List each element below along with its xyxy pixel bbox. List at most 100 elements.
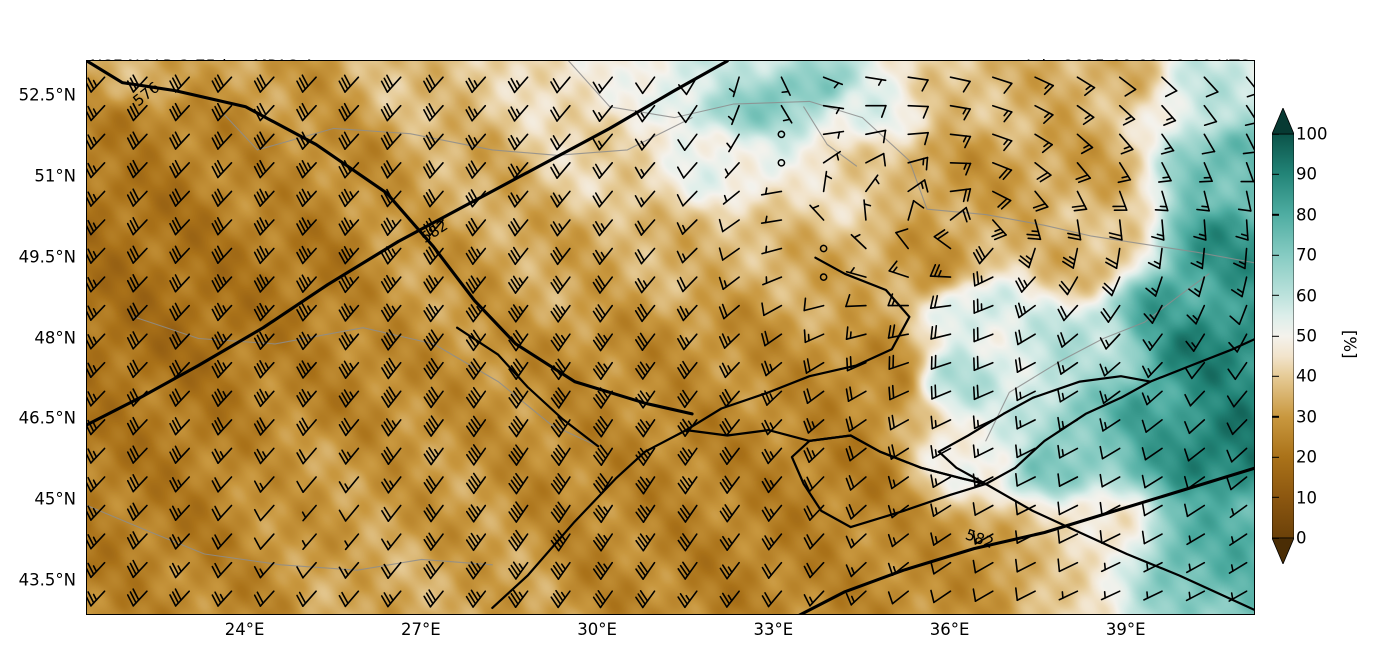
wind-barb (887, 293, 910, 307)
wind-barb (718, 247, 740, 261)
colorbar-tick-mark (1272, 214, 1279, 216)
wind-barb (845, 475, 867, 491)
wind-barb (550, 219, 571, 237)
wind-barb (761, 590, 783, 608)
wind-barb (1034, 133, 1054, 154)
wind-barb (1160, 133, 1175, 155)
wind-barb (380, 274, 402, 294)
wind-barb (87, 276, 106, 293)
wind-barb (301, 504, 317, 522)
wind-barb (87, 76, 106, 93)
wind-barb (381, 418, 402, 437)
wind-barb (592, 361, 614, 380)
wind-barb (211, 590, 233, 607)
latitude-tick-label: 52.5°N (18, 85, 76, 105)
wind-barb (508, 329, 529, 352)
colorbar-tick-label: 30 (1272, 407, 1317, 426)
wind-barb (722, 190, 740, 205)
wind-barb (634, 104, 656, 123)
wind-barb (803, 533, 825, 550)
wind-barb (1185, 590, 1206, 602)
longitude-tick-label: 24°E (224, 620, 265, 639)
wind-barb (803, 418, 825, 434)
wind-barb (845, 293, 867, 308)
wind-barb (253, 331, 275, 350)
latitude-tick-label: 46.5°N (18, 408, 76, 428)
colorbar-tick-mark (1272, 375, 1279, 378)
wind-barb (1203, 104, 1218, 127)
wind-barb (507, 104, 529, 122)
wind-barb (87, 561, 106, 579)
wind-barb (593, 473, 614, 495)
wind-barb (635, 419, 656, 438)
wind-barb (1108, 219, 1123, 241)
wind-barb (1099, 418, 1121, 432)
longitude-tick-label: 27°E (400, 620, 441, 639)
wind-barb (1141, 361, 1163, 379)
wind-barb (508, 304, 529, 323)
wind-barb (253, 245, 275, 265)
wind-barb (865, 174, 880, 193)
wind-barb (338, 217, 360, 236)
wind-barb (423, 74, 444, 93)
wind-barb (1099, 473, 1121, 488)
wind-barb (1141, 419, 1163, 433)
wind-barb (169, 533, 190, 550)
wind-barb (465, 246, 487, 265)
wind-barb (719, 590, 740, 608)
wind-barb (296, 160, 317, 179)
latitude-tick-label: 45°N (34, 489, 76, 509)
wind-barb (296, 447, 317, 465)
wind-barb (724, 162, 740, 179)
wind-barb (381, 357, 402, 380)
wind-barb (126, 102, 148, 122)
wind-barb (126, 274, 148, 293)
wind-barb (1099, 501, 1121, 516)
wind-barb (1229, 504, 1248, 519)
wind-barb (465, 160, 487, 179)
wind-barb (423, 589, 444, 608)
wind-barb (1226, 476, 1248, 491)
wind-barb (550, 304, 571, 323)
wind-barb (1071, 190, 1088, 212)
wind-barb (1143, 304, 1163, 324)
wind-barb (338, 188, 360, 208)
wind-barb (465, 304, 487, 323)
wind-barb (381, 561, 402, 579)
wind-barb (1235, 219, 1249, 241)
wind-barb (677, 333, 698, 351)
wind-barb (211, 217, 233, 236)
wind-barb (465, 104, 487, 122)
longitude-tick-label: 36°E (929, 620, 970, 639)
wind-barb (211, 245, 233, 264)
wind-barb (803, 590, 825, 607)
colorbar-tick-label: 10 (1272, 488, 1317, 507)
wind-barb (211, 274, 233, 293)
wind-barb (1099, 390, 1121, 404)
latitude-tick-label: 51°N (34, 166, 76, 186)
wind-barb (1229, 533, 1248, 546)
wind-barb (508, 246, 529, 266)
wind-barb (888, 384, 910, 401)
wind-barb (822, 76, 844, 89)
longitude-tick-label: 39°E (1105, 620, 1146, 639)
wind-barb (761, 330, 783, 347)
wind-barb (253, 159, 275, 179)
wind-barb (1032, 190, 1049, 212)
wind-barb (465, 386, 487, 409)
wind-barb (887, 475, 910, 490)
wind-barb (761, 476, 783, 494)
wind-barb (1199, 162, 1213, 183)
wind-barb (592, 247, 614, 265)
wind-barb (338, 74, 360, 93)
wind-barb (1117, 162, 1132, 184)
wind-barb (338, 245, 360, 265)
wind-barb (635, 561, 656, 580)
wind-barb (1015, 472, 1036, 487)
wind-barb (1105, 247, 1121, 270)
wind-barb (465, 472, 487, 495)
wind-barb (169, 74, 190, 93)
wind-barb (338, 389, 360, 408)
wind-barb (1186, 304, 1206, 325)
wind-barb (550, 162, 571, 179)
